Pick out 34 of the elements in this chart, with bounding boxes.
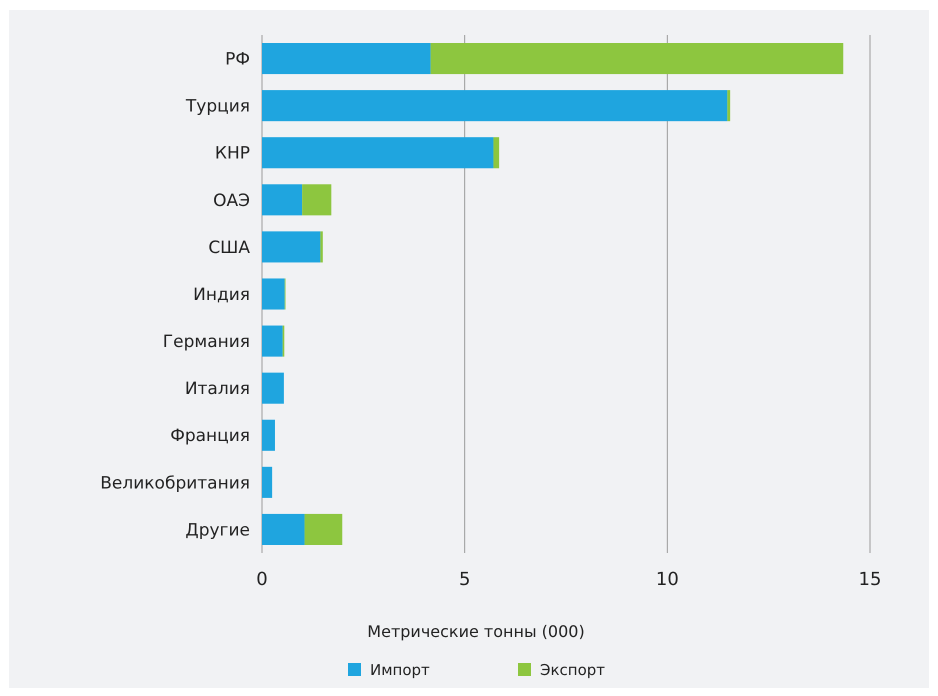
x-axis-title: Метрические тонны (000)	[367, 622, 585, 641]
bar	[262, 466, 272, 498]
y-tick-label: США	[208, 238, 250, 258]
bar	[262, 90, 728, 122]
x-tick-label: 10	[656, 569, 679, 590]
bar	[262, 278, 285, 310]
bar	[262, 326, 283, 357]
y-tick-label: Турция	[184, 96, 250, 117]
x-tick-label: 5	[458, 569, 470, 590]
bar	[262, 43, 431, 74]
bar	[262, 231, 320, 262]
bar	[262, 420, 275, 451]
y-tick-label: КНР	[214, 144, 250, 164]
x-tick-label: 15	[858, 569, 882, 590]
bar	[262, 514, 305, 545]
legend-label: Экспорт	[540, 661, 606, 679]
y-tick-label: Великобритания	[100, 473, 250, 494]
x-tick-label: 0	[256, 569, 268, 590]
y-tick-label: Италия	[184, 379, 250, 400]
y-tick-label: Индия	[193, 284, 250, 305]
bar	[320, 231, 323, 262]
y-tick-label: Германия	[162, 332, 250, 352]
legend-label: Импорт	[370, 661, 430, 679]
bar	[304, 514, 342, 545]
bar	[493, 137, 500, 168]
bar	[302, 184, 332, 216]
y-tick-label: РФ	[225, 49, 250, 70]
y-tick-label: ОАЭ	[213, 190, 250, 211]
bar	[430, 43, 844, 74]
bar	[262, 372, 284, 404]
y-tick-label: Другие	[185, 520, 250, 540]
bar	[262, 184, 302, 216]
bar	[262, 137, 494, 168]
y-tick-label: Франция	[170, 426, 250, 446]
